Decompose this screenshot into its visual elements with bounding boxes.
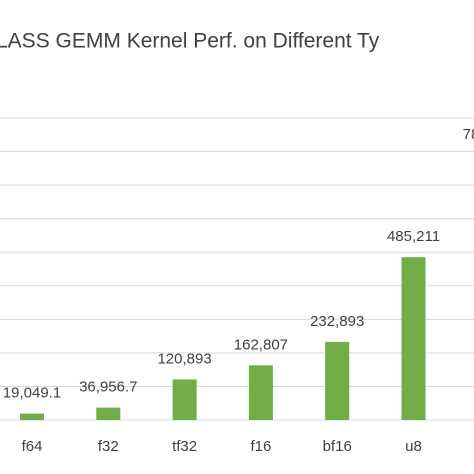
value-label: 485,211 [387, 228, 440, 245]
value-label: 789,000 [463, 126, 474, 143]
x-tick-label: tf32 [172, 438, 197, 455]
value-label: 19,049.1 [3, 385, 61, 402]
x-tick-label: bf16 [323, 438, 352, 455]
bar [248, 365, 273, 420]
bar [401, 257, 426, 420]
bar [20, 413, 44, 420]
value-label: 232,893 [310, 313, 364, 330]
x-tick-label: u8 [405, 438, 422, 455]
x-tick-label: f32 [98, 438, 119, 455]
value-label: 162,807 [234, 336, 288, 353]
bar [172, 379, 197, 420]
value-label: 120,893 [157, 350, 211, 367]
bar [325, 341, 350, 420]
x-tick-label: f16 [250, 438, 271, 455]
chart-title: LASS GEMM Kernel Perf. on Different Ty [0, 30, 380, 53]
bar [96, 407, 121, 420]
x-tick-label: f64 [22, 438, 43, 455]
value-label: 36,956.7 [79, 379, 137, 396]
